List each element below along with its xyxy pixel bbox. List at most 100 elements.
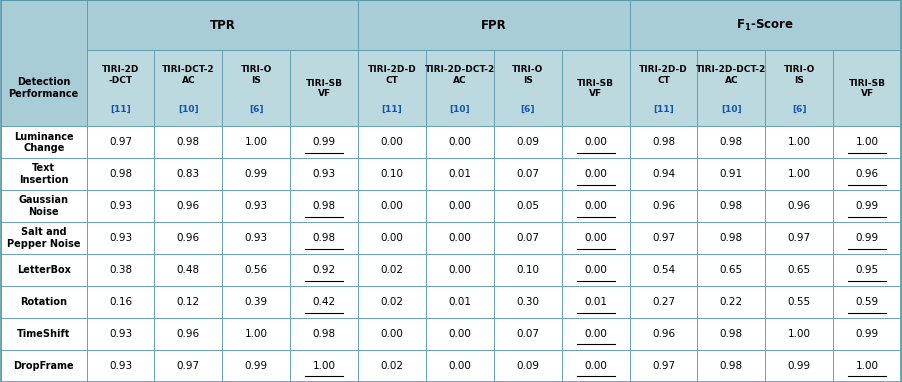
Bar: [494, 190, 562, 222]
Text: 0.93: 0.93: [109, 361, 132, 371]
Bar: [426, 350, 494, 382]
Text: 0.10: 0.10: [381, 169, 403, 179]
Bar: [494, 222, 562, 254]
Text: 0.00: 0.00: [584, 201, 607, 211]
Text: TIRI-SB
VF: TIRI-SB VF: [577, 79, 614, 98]
Text: 0.00: 0.00: [584, 265, 607, 275]
Text: TIRI-2D-D
CT: TIRI-2D-D CT: [368, 65, 417, 84]
Text: 0.59: 0.59: [856, 297, 879, 307]
Bar: [290, 318, 358, 350]
Bar: [697, 254, 765, 286]
Text: 1.00: 1.00: [244, 329, 268, 339]
Bar: [630, 318, 697, 350]
Text: 0.07: 0.07: [516, 233, 539, 243]
Bar: [630, 222, 697, 254]
Text: 1.00: 1.00: [856, 138, 879, 147]
Bar: [765, 318, 833, 350]
Text: TIRI-O
IS: TIRI-O IS: [512, 65, 544, 84]
Bar: [630, 190, 697, 222]
Text: 1.00: 1.00: [787, 329, 811, 339]
Text: LetterBox: LetterBox: [17, 265, 70, 275]
Text: TimeShift: TimeShift: [17, 329, 70, 339]
Text: Text
Insertion: Text Insertion: [19, 163, 69, 185]
Bar: [87, 318, 154, 350]
Bar: [358, 318, 426, 350]
Bar: [765, 286, 833, 318]
Bar: [1, 222, 87, 254]
Text: 0.12: 0.12: [177, 297, 200, 307]
Text: Rotation: Rotation: [20, 297, 68, 307]
Bar: [87, 190, 154, 222]
Bar: [833, 158, 901, 190]
Bar: [630, 254, 697, 286]
Text: 0.97: 0.97: [109, 138, 132, 147]
Bar: [494, 50, 562, 126]
Text: 0.93: 0.93: [109, 201, 132, 211]
Bar: [1, 286, 87, 318]
Text: 0.00: 0.00: [448, 138, 472, 147]
Text: 0.00: 0.00: [584, 169, 607, 179]
Bar: [358, 50, 426, 126]
Text: 0.95: 0.95: [856, 265, 879, 275]
Bar: [222, 318, 290, 350]
Text: 0.98: 0.98: [313, 201, 336, 211]
Text: 0.00: 0.00: [448, 361, 472, 371]
Bar: [222, 126, 290, 158]
Text: 0.93: 0.93: [244, 201, 268, 211]
Text: TIRI-SB
VF: TIRI-SB VF: [306, 79, 343, 98]
Bar: [154, 286, 222, 318]
Bar: [290, 350, 358, 382]
Text: 0.00: 0.00: [448, 201, 472, 211]
Bar: [1, 158, 87, 190]
Text: 0.54: 0.54: [652, 265, 675, 275]
Text: [11]: [11]: [653, 105, 674, 114]
Bar: [1, 350, 87, 382]
Text: 0.48: 0.48: [177, 265, 200, 275]
Text: [6]: [6]: [249, 105, 263, 114]
Bar: [833, 254, 901, 286]
Bar: [765, 158, 833, 190]
Text: TIRI-2D-D
CT: TIRI-2D-D CT: [640, 65, 688, 84]
Bar: [426, 158, 494, 190]
Text: 0.93: 0.93: [313, 169, 336, 179]
Bar: [222, 254, 290, 286]
Bar: [426, 286, 494, 318]
Bar: [87, 286, 154, 318]
Bar: [426, 254, 494, 286]
Bar: [154, 318, 222, 350]
Text: 0.99: 0.99: [787, 361, 811, 371]
Text: 0.65: 0.65: [720, 265, 743, 275]
Text: [10]: [10]: [449, 105, 470, 114]
Text: DropFrame: DropFrame: [14, 361, 74, 371]
Text: TIRI-SB
VF: TIRI-SB VF: [849, 79, 886, 98]
Text: 1.00: 1.00: [856, 361, 879, 371]
Bar: [765, 222, 833, 254]
Bar: [833, 126, 901, 158]
Bar: [697, 126, 765, 158]
Bar: [290, 126, 358, 158]
Bar: [562, 254, 630, 286]
Text: 0.91: 0.91: [720, 169, 743, 179]
Text: 0.97: 0.97: [652, 233, 675, 243]
Bar: [562, 50, 630, 126]
Bar: [358, 286, 426, 318]
Text: TIRI-2D
-DCT: TIRI-2D -DCT: [102, 65, 139, 84]
Text: 1.00: 1.00: [313, 361, 336, 371]
Bar: [154, 158, 222, 190]
Bar: [1, 126, 87, 158]
Bar: [697, 286, 765, 318]
Bar: [1, 190, 87, 222]
Text: 0.00: 0.00: [381, 138, 403, 147]
Bar: [154, 50, 222, 126]
Text: [11]: [11]: [110, 105, 131, 114]
Bar: [562, 286, 630, 318]
Text: 0.92: 0.92: [313, 265, 336, 275]
Text: 0.01: 0.01: [584, 297, 607, 307]
Bar: [87, 126, 154, 158]
Bar: [765, 126, 833, 158]
Text: TPR: TPR: [209, 19, 235, 32]
Bar: [630, 158, 697, 190]
Text: 0.96: 0.96: [177, 233, 200, 243]
Bar: [833, 318, 901, 350]
Bar: [154, 190, 222, 222]
